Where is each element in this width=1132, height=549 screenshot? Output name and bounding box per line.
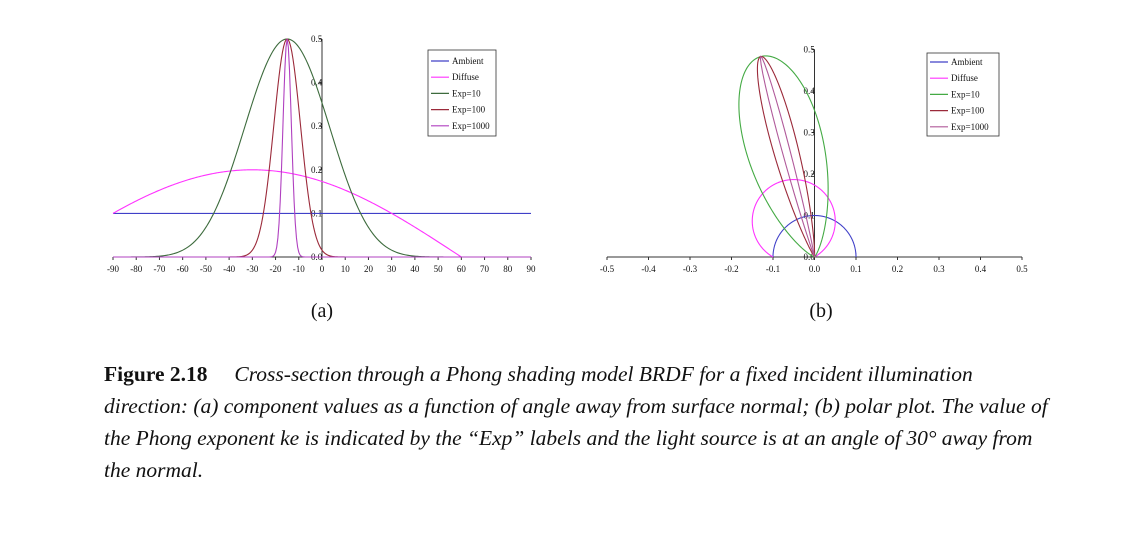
legend-label-b: Ambient — [951, 57, 983, 67]
y-tick-label-a: 0.4 — [311, 78, 323, 88]
x-tick-label-a: -70 — [153, 264, 165, 274]
caption-text: Cross-section through a Phong shading mo… — [104, 362, 1048, 482]
x-tick-label-a: -60 — [177, 264, 189, 274]
y-tick-label-b: 0.0 — [804, 252, 816, 262]
series-curve-diffuse-b — [751, 179, 836, 258]
x-tick-label-a: -80 — [130, 264, 142, 274]
panel-label-b: (b) — [809, 300, 832, 322]
caption-figure-number: Figure 2.18 — [104, 362, 208, 386]
x-tick-label-b: 0.1 — [850, 264, 861, 274]
y-tick-label-a: 0.5 — [311, 34, 323, 44]
legend-label-a: Diffuse — [452, 72, 479, 82]
legend-label-a: Exp=100 — [452, 105, 486, 115]
x-tick-label-b: -0.4 — [641, 264, 656, 274]
chart-panel-b: -0.5 -0.4 -0.3 -0.2 -0.1 0.0 0.1 0.2 0.3 0.4 0.5 0.… — [600, 45, 1028, 323]
y-tick-label-b: 0.2 — [804, 169, 815, 179]
x-tick-label-b: 0.5 — [1016, 264, 1028, 274]
panel-label-a: (a) — [311, 300, 333, 322]
series-curve-exp-100-b — [756, 55, 816, 258]
y-tick-label-b: 0.5 — [804, 45, 816, 55]
x-tick-label-a: -30 — [246, 264, 258, 274]
legend-label-a: Exp=1000 — [452, 121, 490, 131]
y-tick-label-a: 0.2 — [311, 165, 322, 175]
x-tick-label-b: 0.0 — [809, 264, 821, 274]
y-tick-label-a: 0.3 — [311, 121, 323, 131]
legend-label-b: Exp=10 — [951, 89, 980, 99]
y-tick-label-b: 0.3 — [804, 128, 816, 138]
x-tick-label-a: 40 — [410, 264, 420, 274]
x-tick-label-a: 30 — [387, 264, 397, 274]
series-curve-exp-1000-b — [759, 55, 816, 258]
series-line-diffuse-a — [112, 169, 462, 258]
legend-label-b: Exp=100 — [951, 106, 985, 116]
x-tick-label-a: -10 — [293, 264, 305, 274]
legend-label-b: Diffuse — [951, 73, 978, 83]
x-tick-label-a: -20 — [270, 264, 282, 274]
series-line-exp-1000-a — [113, 38, 531, 258]
figure-caption: Figure 2.18 Cross-section through a Phon… — [104, 358, 1054, 486]
x-tick-label-b: -0.5 — [600, 264, 615, 274]
series-curve-ambient-b — [772, 214, 857, 257]
y-tick-label-b: 0.4 — [804, 86, 816, 96]
x-tick-label-a: 60 — [457, 264, 467, 274]
x-tick-label-a: 0 — [320, 264, 325, 274]
figure-area: -90 -80 -70 -60 -50 -40 -30 -20 -10 0 10 20 30 40 50 60… — [107, 34, 1028, 323]
legend-label-a: Exp=10 — [452, 88, 481, 98]
x-tick-label-a: 70 — [480, 264, 490, 274]
x-tick-label-a: -40 — [223, 264, 235, 274]
x-tick-label-b: 0.4 — [975, 264, 987, 274]
legend-label-b: Exp=1000 — [951, 122, 989, 132]
chart-panel-a: -90 -80 -70 -60 -50 -40 -30 -20 -10 0 10 20 30 40 50 60… — [107, 34, 536, 322]
x-tick-label-a: 20 — [364, 264, 374, 274]
legend-label-a: Ambient — [452, 56, 484, 66]
x-tick-label-b: 0.2 — [892, 264, 903, 274]
x-tick-label-a: 80 — [503, 264, 513, 274]
x-tick-label-a: 10 — [341, 264, 351, 274]
x-tick-label-a: -50 — [200, 264, 212, 274]
x-tick-label-b: -0.2 — [724, 264, 738, 274]
x-tick-label-b: -0.1 — [766, 264, 780, 274]
x-tick-label-b: 0.3 — [933, 264, 945, 274]
x-tick-label-a: 50 — [434, 264, 444, 274]
x-tick-label-a: 90 — [527, 264, 537, 274]
x-tick-label-a: -90 — [107, 264, 119, 274]
x-tick-label-b: -0.3 — [683, 264, 698, 274]
